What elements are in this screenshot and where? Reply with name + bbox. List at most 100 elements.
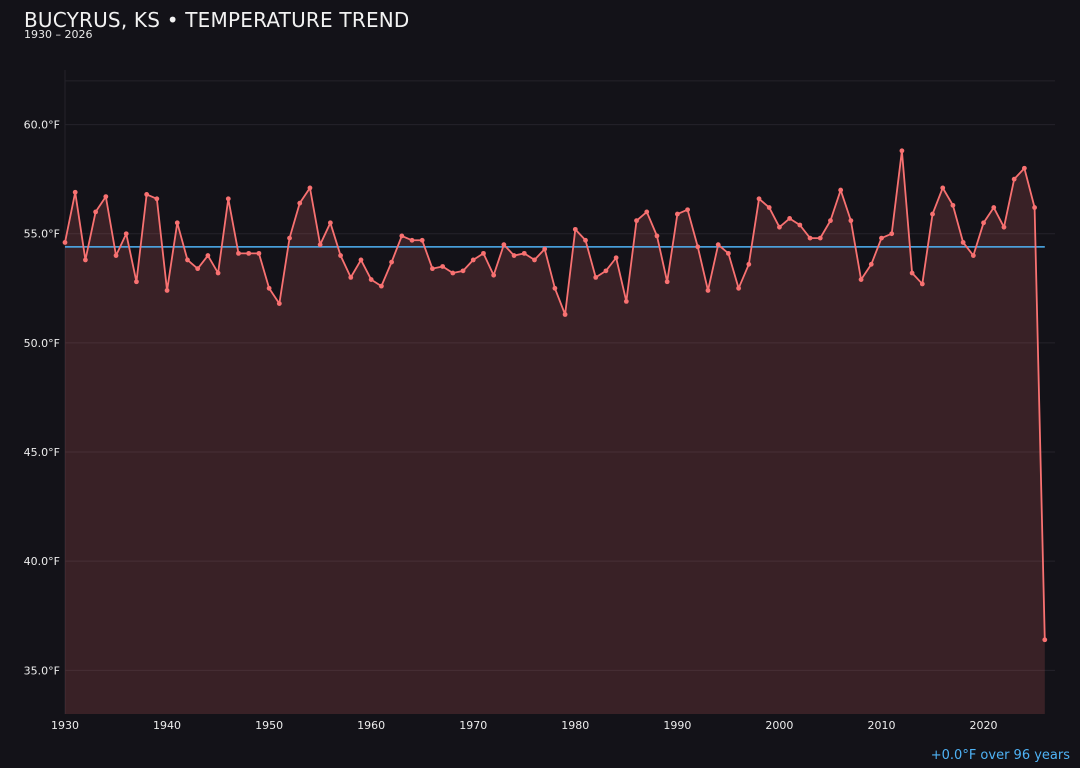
data-point bbox=[297, 200, 303, 206]
data-point bbox=[552, 285, 558, 291]
data-point bbox=[623, 299, 629, 304]
data-point bbox=[368, 277, 374, 282]
data-point bbox=[409, 237, 415, 243]
data-point bbox=[327, 220, 333, 226]
data-point bbox=[674, 211, 680, 217]
data-point bbox=[644, 209, 650, 215]
data-point bbox=[746, 261, 752, 267]
data-point bbox=[1021, 165, 1027, 171]
data-point bbox=[991, 205, 997, 210]
data-point bbox=[419, 237, 425, 243]
y-axis-ticks: 35.0°F 40.0°F 45.0°F 50.0°F 55.0°F 60.0°F bbox=[24, 119, 60, 678]
data-point bbox=[134, 279, 139, 285]
data-point bbox=[205, 253, 211, 258]
data-point bbox=[246, 250, 252, 256]
data-point bbox=[970, 253, 976, 258]
data-point bbox=[511, 253, 517, 258]
data-point bbox=[858, 277, 864, 282]
y-tick-label: 40.0°F bbox=[24, 555, 60, 568]
data-point bbox=[266, 285, 272, 291]
data-point bbox=[736, 285, 742, 291]
data-point bbox=[338, 253, 343, 258]
data-point bbox=[613, 255, 619, 261]
x-tick-label: 1950 bbox=[255, 719, 283, 732]
y-tick-label: 55.0°F bbox=[24, 228, 60, 241]
data-point bbox=[103, 194, 109, 200]
y-tick-label: 60.0°F bbox=[24, 119, 60, 132]
x-tick-label: 1960 bbox=[357, 719, 385, 732]
x-tick-label: 2020 bbox=[970, 719, 998, 732]
data-point bbox=[470, 257, 476, 263]
data-point bbox=[838, 187, 844, 193]
data-point bbox=[634, 218, 639, 224]
data-point bbox=[389, 259, 394, 265]
data-point bbox=[603, 268, 609, 274]
data-point bbox=[981, 220, 986, 226]
data-point bbox=[919, 281, 925, 287]
data-point bbox=[889, 231, 895, 237]
y-tick-label: 50.0°F bbox=[24, 337, 60, 350]
data-point bbox=[1042, 637, 1048, 643]
data-point bbox=[83, 257, 88, 263]
data-point bbox=[501, 242, 507, 248]
x-tick-label: 1940 bbox=[153, 719, 181, 732]
data-point bbox=[195, 266, 201, 272]
data-point bbox=[899, 148, 905, 154]
data-point bbox=[154, 196, 160, 202]
x-tick-label: 2010 bbox=[867, 719, 895, 732]
data-point bbox=[481, 250, 486, 256]
data-point bbox=[828, 218, 833, 224]
data-point bbox=[440, 264, 446, 269]
data-point bbox=[532, 257, 537, 263]
data-point bbox=[317, 242, 323, 248]
data-point bbox=[491, 272, 497, 278]
x-tick-label: 1980 bbox=[561, 719, 589, 732]
data-point bbox=[848, 218, 854, 224]
data-point bbox=[654, 233, 660, 239]
data-point bbox=[215, 270, 221, 276]
data-point bbox=[777, 224, 782, 230]
data-point bbox=[593, 274, 599, 280]
data-point bbox=[521, 250, 527, 256]
data-point bbox=[868, 261, 874, 267]
data-point bbox=[164, 288, 170, 293]
data-point bbox=[1032, 205, 1037, 210]
data-point bbox=[705, 288, 711, 293]
data-point bbox=[715, 242, 721, 248]
data-point bbox=[62, 240, 68, 245]
data-point bbox=[1001, 224, 1007, 230]
data-point bbox=[430, 266, 435, 272]
chart-subtitle: 1930 – 2026 bbox=[24, 28, 93, 41]
data-point bbox=[960, 240, 966, 245]
grid-lines bbox=[64, 70, 1055, 714]
trend-annotation: +0.0°F over 96 years bbox=[930, 748, 1070, 763]
data-point bbox=[307, 185, 313, 191]
data-point bbox=[807, 235, 813, 241]
data-point bbox=[144, 192, 150, 197]
y-tick-label: 45.0°F bbox=[24, 446, 60, 459]
data-point bbox=[185, 257, 190, 263]
data-point bbox=[817, 235, 823, 241]
data-point bbox=[950, 202, 956, 208]
data-point bbox=[225, 196, 231, 202]
x-tick-label: 1990 bbox=[663, 719, 691, 732]
data-point bbox=[256, 250, 262, 256]
data-point bbox=[930, 211, 935, 217]
data-point bbox=[756, 196, 762, 202]
data-point bbox=[940, 185, 946, 191]
chart-title: BUCYRUS, KS • TEMPERATURE TREND bbox=[24, 8, 410, 32]
data-point bbox=[664, 279, 670, 285]
data-point bbox=[174, 220, 180, 226]
data-point bbox=[879, 235, 884, 241]
data-point bbox=[72, 189, 78, 195]
x-tick-label: 1930 bbox=[51, 719, 79, 732]
area-layer bbox=[65, 150, 1045, 714]
data-point bbox=[287, 235, 292, 241]
data-point bbox=[583, 237, 588, 243]
y-tick-label: 35.0°F bbox=[24, 664, 60, 677]
data-point bbox=[726, 250, 731, 256]
data-point bbox=[236, 250, 241, 256]
x-axis-ticks: 1930 1940 1950 1960 1970 1980 1990 2000 2010 2020 bbox=[51, 719, 998, 732]
data-point bbox=[685, 207, 690, 213]
